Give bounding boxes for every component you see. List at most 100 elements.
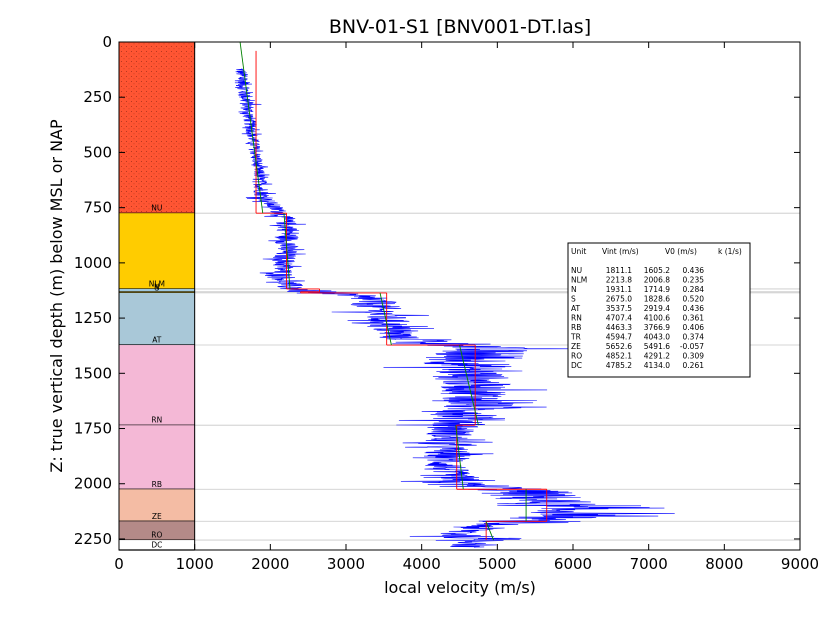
lithology-unit-label: S [154, 283, 159, 292]
y-tick-label: 2250 [74, 530, 112, 548]
table-cell: 0.261 [683, 361, 705, 370]
y-tick-label: 750 [83, 199, 112, 217]
velocity-table-box [567, 242, 751, 378]
table-cell: 0.374 [683, 333, 705, 342]
x-tick-label: 7000 [630, 555, 668, 573]
y-tick-label: 250 [83, 88, 112, 106]
table-header: V0 (m/s) [665, 247, 697, 256]
velocity-table-body: Unit Vint (m/s) V0 (m/s) k (1/s) NU 1811.1 160… [570, 247, 742, 370]
table-cell: 2213.8 [606, 276, 632, 285]
lithology-unit-label: N [154, 282, 160, 291]
x-tick-label: 2000 [251, 555, 289, 573]
lithology-unit [119, 521, 195, 541]
plot-frame [118, 41, 801, 551]
table-cell: S [571, 295, 576, 304]
x-tick-label: 4000 [403, 555, 441, 573]
table-cell: 1714.9 [644, 285, 670, 294]
lithology-unit [119, 292, 195, 346]
lithology-unit [119, 540, 195, 550]
y-axis-label: Z: true vertical depth (m) below MSL or … [47, 119, 66, 473]
table-cell: 5652.6 [606, 342, 632, 351]
lithology-unit [119, 213, 195, 289]
table-cell: 0.284 [683, 285, 705, 294]
table-cell: 1828.6 [644, 295, 670, 304]
table-cell: ZE [571, 342, 581, 351]
y-tick-label: 1750 [74, 420, 112, 438]
table-cell: 4852.1 [606, 352, 632, 361]
table-cell: 0.520 [683, 295, 705, 304]
table-cell: 1811.1 [606, 266, 632, 275]
lithology-unit [119, 345, 195, 426]
linear-model-segment [455, 425, 464, 490]
table-cell: NLM [571, 276, 587, 285]
table-cell: 0.361 [683, 314, 705, 323]
table-cell: -0.057 [680, 342, 704, 351]
lithology-unit-texture [119, 42, 195, 214]
lithology-unit-label: NLM [149, 279, 165, 288]
table-cell: 4707.4 [606, 314, 632, 323]
linear-model-segment [379, 292, 392, 346]
y-tick-label: 0 [102, 33, 112, 51]
x-tick-label: 8000 [705, 555, 743, 573]
table-cell: 2006.8 [644, 276, 670, 285]
lithology-unit-label: RB [152, 480, 162, 489]
table-cell: N [571, 285, 577, 294]
x-tick-label: 9000 [781, 555, 819, 573]
lithology-unit-label: ZE [152, 512, 162, 521]
table-cell: 4463.3 [606, 323, 632, 332]
lithology-unit-label: RO [151, 531, 162, 540]
chart-title: BNV-01-S1 [BNV001-DT.las] [329, 16, 591, 38]
table-cell: 2919.4 [644, 304, 670, 313]
table-cell: 1605.2 [644, 266, 670, 275]
linear-model-segment [459, 344, 479, 426]
table-cell: 2675.0 [606, 295, 632, 304]
table-cell: NU [571, 266, 582, 275]
table-cell: 4134.0 [644, 361, 670, 370]
linear-model-segment [283, 213, 291, 289]
table-cell: 4100.6 [644, 314, 670, 323]
table-cell: 1931.1 [606, 285, 632, 294]
table-cell: 0.436 [683, 266, 705, 275]
table-cell: 5491.6 [644, 342, 670, 351]
table-cell: RO [571, 352, 582, 361]
velocity-table: Unit Vint (m/s) V0 (m/s) k (1/s) NU 1811.1 160… [567, 242, 751, 378]
table-cell: 0.406 [683, 323, 705, 332]
table-cell: 0.235 [683, 276, 705, 285]
table-cell: 3537.5 [606, 304, 632, 313]
table-cell: 3766.9 [644, 323, 670, 332]
table-cell: DC [571, 361, 582, 370]
table-header: Vint (m/s) [602, 247, 639, 256]
table-cell: TR [570, 333, 581, 342]
table-header: Unit [571, 247, 586, 256]
y-tick-label: 2000 [74, 475, 112, 493]
y-tick-label: 500 [83, 143, 112, 161]
table-cell: AT [571, 304, 581, 313]
lithology-unit [119, 288, 195, 292]
table-cell: 0.436 [683, 304, 705, 313]
x-axis-label: local velocity (m/s) [384, 578, 536, 597]
y-tick-label: 1500 [74, 364, 112, 382]
lithology-unit [119, 489, 195, 522]
velocity-series [234, 42, 675, 548]
x-tick-label: 3000 [327, 555, 365, 573]
table-cell: 4043.0 [644, 333, 670, 342]
linear-model-segment [485, 521, 494, 541]
table-cell: 0.309 [683, 352, 705, 361]
lithology-unit-label: DC [151, 541, 162, 550]
table-cell: 4291.2 [644, 352, 670, 361]
x-tick-label: 0 [114, 555, 124, 573]
lithology-unit-label: AT [152, 336, 162, 345]
y-axis-ticks: 0 250 500 750 1000 1250 1500 1750 2000 2250 [74, 33, 800, 548]
table-cell: RN [571, 314, 582, 323]
x-axis-ticks: 0 1000 2000 3000 4000 5000 6000 7000 8000 9000 [114, 42, 819, 573]
lithology-unit [119, 425, 195, 490]
linear-model-segment [239, 42, 264, 214]
x-tick-label: 1000 [176, 555, 214, 573]
lithology-unit-label: NU [151, 204, 162, 213]
y-tick-label: 1250 [74, 309, 112, 327]
y-tick-label: 1000 [74, 254, 112, 272]
table-cell: 4785.2 [606, 361, 632, 370]
x-tick-label: 6000 [554, 555, 592, 573]
